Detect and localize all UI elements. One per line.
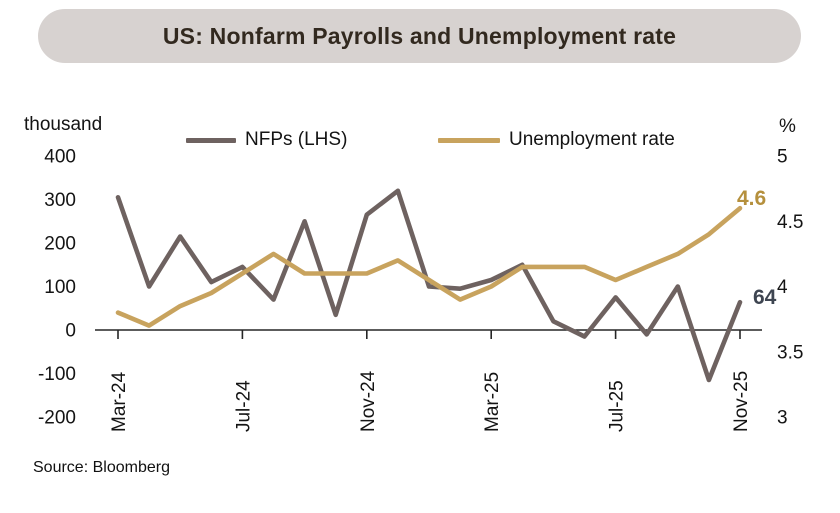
x-axis-label: Nov-24 bbox=[358, 370, 379, 432]
left-axis-tick-label: 0 bbox=[65, 321, 76, 342]
source-note: Source: Bloomberg bbox=[33, 459, 170, 476]
nfp-end-label: 64 bbox=[753, 286, 777, 309]
x-axis-label: Mar-25 bbox=[482, 372, 503, 432]
unemployment-line bbox=[115, 205, 743, 328]
nfp-legend-swatch bbox=[186, 137, 236, 143]
left-axis-tick-label: -100 bbox=[38, 364, 76, 385]
left-axis-tick-label: -200 bbox=[38, 408, 76, 429]
right-axis-tick-label: 5 bbox=[777, 147, 788, 168]
right-axis-tick-label: 4.5 bbox=[777, 212, 803, 233]
nfp-legend-label: NFPs (LHS) bbox=[245, 129, 348, 150]
left-axis-tick-label: 300 bbox=[44, 190, 76, 211]
x-axis-label: Jul-24 bbox=[233, 380, 254, 432]
left-axis-tick-label: 200 bbox=[44, 234, 76, 255]
x-axis-label: Nov-25 bbox=[731, 371, 752, 432]
right-axis-unit-label: % bbox=[779, 116, 796, 137]
legend-item-unemployment: Unemployment rate bbox=[438, 129, 675, 151]
chart-title: US: Nonfarm Payrolls and Unemployment ra… bbox=[38, 9, 801, 63]
left-axis-tick-label: 100 bbox=[44, 277, 76, 298]
unemployment-end-label: 4.6 bbox=[737, 187, 767, 210]
right-axis-tick-label: 3.5 bbox=[777, 342, 803, 363]
nfp-line bbox=[115, 188, 743, 383]
unemployment-legend-label: Unemployment rate bbox=[509, 129, 675, 150]
left-axis-unit-label: thousand bbox=[24, 114, 103, 135]
right-axis-tick-label: 4 bbox=[777, 277, 788, 298]
left-axis-tick-label: 400 bbox=[44, 147, 76, 168]
unemployment-legend-swatch bbox=[438, 137, 500, 143]
right-axis-tick-label: 3 bbox=[777, 408, 788, 429]
legend-item-nfp: NFPs (LHS) bbox=[186, 129, 347, 151]
x-axis-label: Jul-25 bbox=[607, 380, 628, 432]
x-axis-label: Mar-24 bbox=[109, 371, 130, 432]
